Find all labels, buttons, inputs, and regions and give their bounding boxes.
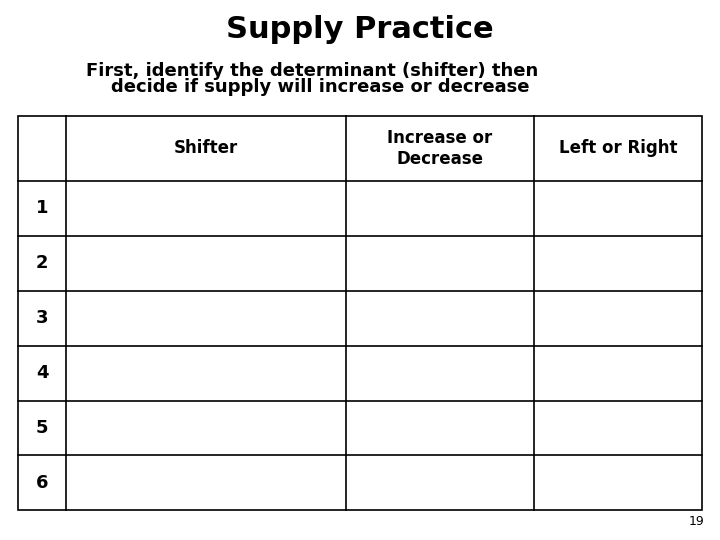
Text: First, identify the determinant (shifter) then: First, identify the determinant (shifter… [86,62,539,80]
Text: decide if supply will increase or decrease: decide if supply will increase or decrea… [86,78,530,97]
Text: 5: 5 [36,419,48,437]
Text: Left or Right: Left or Right [559,139,678,158]
Text: Increase or
Decrease: Increase or Decrease [387,129,492,168]
Bar [18,116,702,510]
Text: 4: 4 [36,364,48,382]
Text: 6: 6 [36,474,48,492]
Text: 1: 1 [36,199,48,217]
Text: Shifter: Shifter [174,139,238,158]
Text: 3: 3 [36,309,48,327]
Text: 2: 2 [36,254,48,272]
Text: Supply Practice: Supply Practice [226,15,494,44]
Text: 19: 19 [688,515,704,528]
